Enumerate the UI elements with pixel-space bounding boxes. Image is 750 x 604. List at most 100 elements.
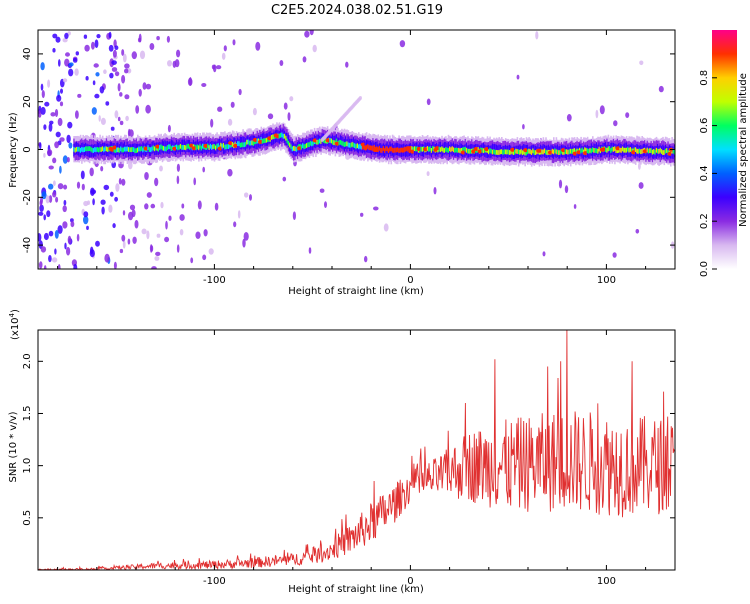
noise-cell: [121, 49, 125, 56]
noise-cell: [52, 191, 57, 198]
ridge-core: [182, 145, 185, 150]
noise-cell: [43, 214, 46, 221]
ridge-core: [189, 144, 191, 150]
ridge-core: [581, 147, 584, 153]
snr-frame: [37, 329, 676, 571]
ridge-core: [432, 146, 434, 151]
ridge-core: [217, 143, 220, 148]
ridge-core: [121, 147, 123, 153]
noise-cell: [117, 116, 121, 122]
noise-cell: [149, 43, 155, 50]
noise-cell: [85, 76, 89, 81]
ridge-peak: [416, 146, 422, 151]
noise-cell: [66, 134, 71, 144]
noise-cell: [44, 101, 50, 107]
ridge-core: [532, 148, 534, 154]
ridge-core: [350, 142, 352, 148]
ridge-core: [311, 141, 313, 147]
ridge-core: [378, 145, 381, 151]
ridge-core: [580, 148, 582, 154]
ridge-peak: [112, 145, 118, 150]
ridge-core: [477, 147, 480, 152]
ridge-peak: [576, 150, 582, 155]
colorbar-ticks: 0.0 0.2 0.4 0.6 0.8: [699, 70, 717, 277]
noise-cell: [65, 52, 70, 57]
noise-cell: [154, 256, 160, 261]
colorbar-tick-label: 0.0: [699, 261, 710, 277]
spectrogram-x-tick-label: 100: [597, 275, 616, 286]
ridge-core: [482, 148, 485, 154]
ridge-core: [317, 139, 320, 145]
noise-cell: [535, 31, 539, 40]
noise-cell: [49, 120, 54, 125]
ridge-core: [465, 147, 468, 153]
noise-cell: [193, 177, 196, 186]
noise-cell: [167, 60, 172, 67]
ridge-core: [586, 148, 589, 154]
ridge-core: [329, 138, 331, 143]
ridge-core: [620, 148, 623, 153]
noise-cell: [151, 266, 157, 269]
noise-cell: [90, 189, 97, 195]
noise-cell: [165, 220, 168, 230]
ridge-core: [222, 142, 225, 148]
ridge-core: [534, 150, 537, 155]
snr-series-line: [38, 330, 675, 570]
noise-cell: [282, 176, 287, 182]
noise-cell: [57, 264, 61, 269]
noise-cell: [227, 118, 233, 126]
noise-cell: [202, 254, 207, 261]
ridge-core: [333, 140, 335, 145]
ridge-core: [387, 148, 390, 153]
ridge-core: [493, 149, 495, 154]
ridge-core: [345, 141, 347, 147]
ridge-core: [657, 148, 659, 154]
spectrogram-y-tick-label: 40: [22, 48, 33, 61]
ridge-peak: [484, 147, 490, 152]
noise-cell: [62, 38, 68, 43]
ridge-core: [96, 147, 99, 152]
ridge-core: [498, 150, 500, 155]
ridge-core: [489, 148, 491, 153]
ridge-peak: [523, 148, 529, 153]
noise-cell: [40, 246, 47, 253]
noise-cell: [399, 40, 406, 48]
ridge-core: [563, 150, 565, 155]
ridge-core: [494, 150, 497, 155]
noise-cell: [658, 85, 664, 93]
ridge-core: [606, 147, 608, 153]
noise-cell: [119, 120, 124, 126]
noise-cell: [38, 105, 42, 112]
noise-cell: [243, 232, 249, 241]
noise-cell: [558, 179, 563, 189]
colorbar-tick-label: 0.8: [699, 70, 710, 86]
noise-cell: [564, 185, 569, 194]
noise-cell: [83, 200, 89, 207]
noise-cell: [53, 180, 56, 186]
noise-cell: [96, 34, 101, 39]
ridge-peak: [410, 149, 416, 154]
noise-cell: [233, 221, 237, 228]
noise-cell: [242, 238, 246, 248]
ridge-core: [554, 148, 556, 154]
ridge-core: [77, 146, 79, 152]
noise-cell: [195, 231, 201, 239]
ridge-core: [166, 145, 169, 150]
ridge-core: [514, 149, 516, 155]
ridge-cell: [608, 144, 611, 158]
ridge-core: [140, 146, 143, 151]
ridge-core: [651, 149, 654, 155]
ridge-core: [316, 139, 318, 145]
ridge-core: [247, 139, 250, 145]
noise-cell: [67, 235, 72, 244]
ridge-core: [625, 147, 628, 153]
noise-cell: [137, 37, 142, 43]
ridge-core: [605, 147, 607, 153]
noise-cell: [67, 121, 73, 129]
noise-cell: [63, 184, 68, 190]
ridge-core: [612, 147, 615, 152]
noise-cell: [131, 209, 136, 218]
ridge-core: [307, 142, 309, 148]
ridge-core: [640, 149, 642, 155]
